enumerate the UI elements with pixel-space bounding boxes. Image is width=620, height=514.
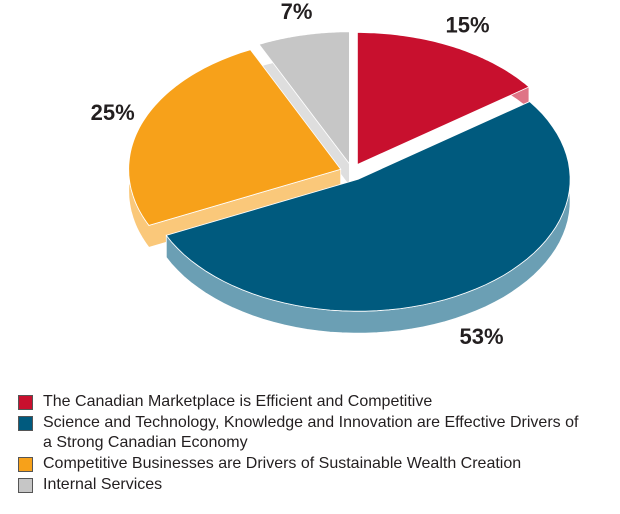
legend: The Canadian Marketplace is Efficient an… xyxy=(18,392,608,496)
legend-label: Competitive Businesses are Drivers of Su… xyxy=(43,455,522,472)
chart: 15% 53% 25% 7% xyxy=(91,0,571,349)
legend-item: Science and Technology, Knowledge and In… xyxy=(18,413,608,453)
legend-label: Internal Services xyxy=(43,476,163,493)
data-label: 25% xyxy=(91,100,135,125)
legend-swatch xyxy=(18,478,33,493)
legend-label: The Canadian Marketplace is Efficient an… xyxy=(43,393,433,410)
legend-swatch xyxy=(18,457,33,472)
slice xyxy=(357,32,530,166)
data-label: 7% xyxy=(281,0,313,24)
legend-item: The Canadian Marketplace is Efficient an… xyxy=(18,392,608,412)
slice xyxy=(258,31,350,165)
legend-swatch xyxy=(18,395,33,410)
slice xyxy=(165,101,571,312)
legend-swatch xyxy=(18,416,33,431)
data-label: 15% xyxy=(445,13,489,38)
legend-label: Science and Technology, Knowledge and In… xyxy=(43,414,579,451)
slice xyxy=(128,49,342,226)
legend-item: Internal Services xyxy=(18,475,608,495)
data-label: 53% xyxy=(459,324,503,349)
legend-item: Competitive Businesses are Drivers of Su… xyxy=(18,454,608,474)
